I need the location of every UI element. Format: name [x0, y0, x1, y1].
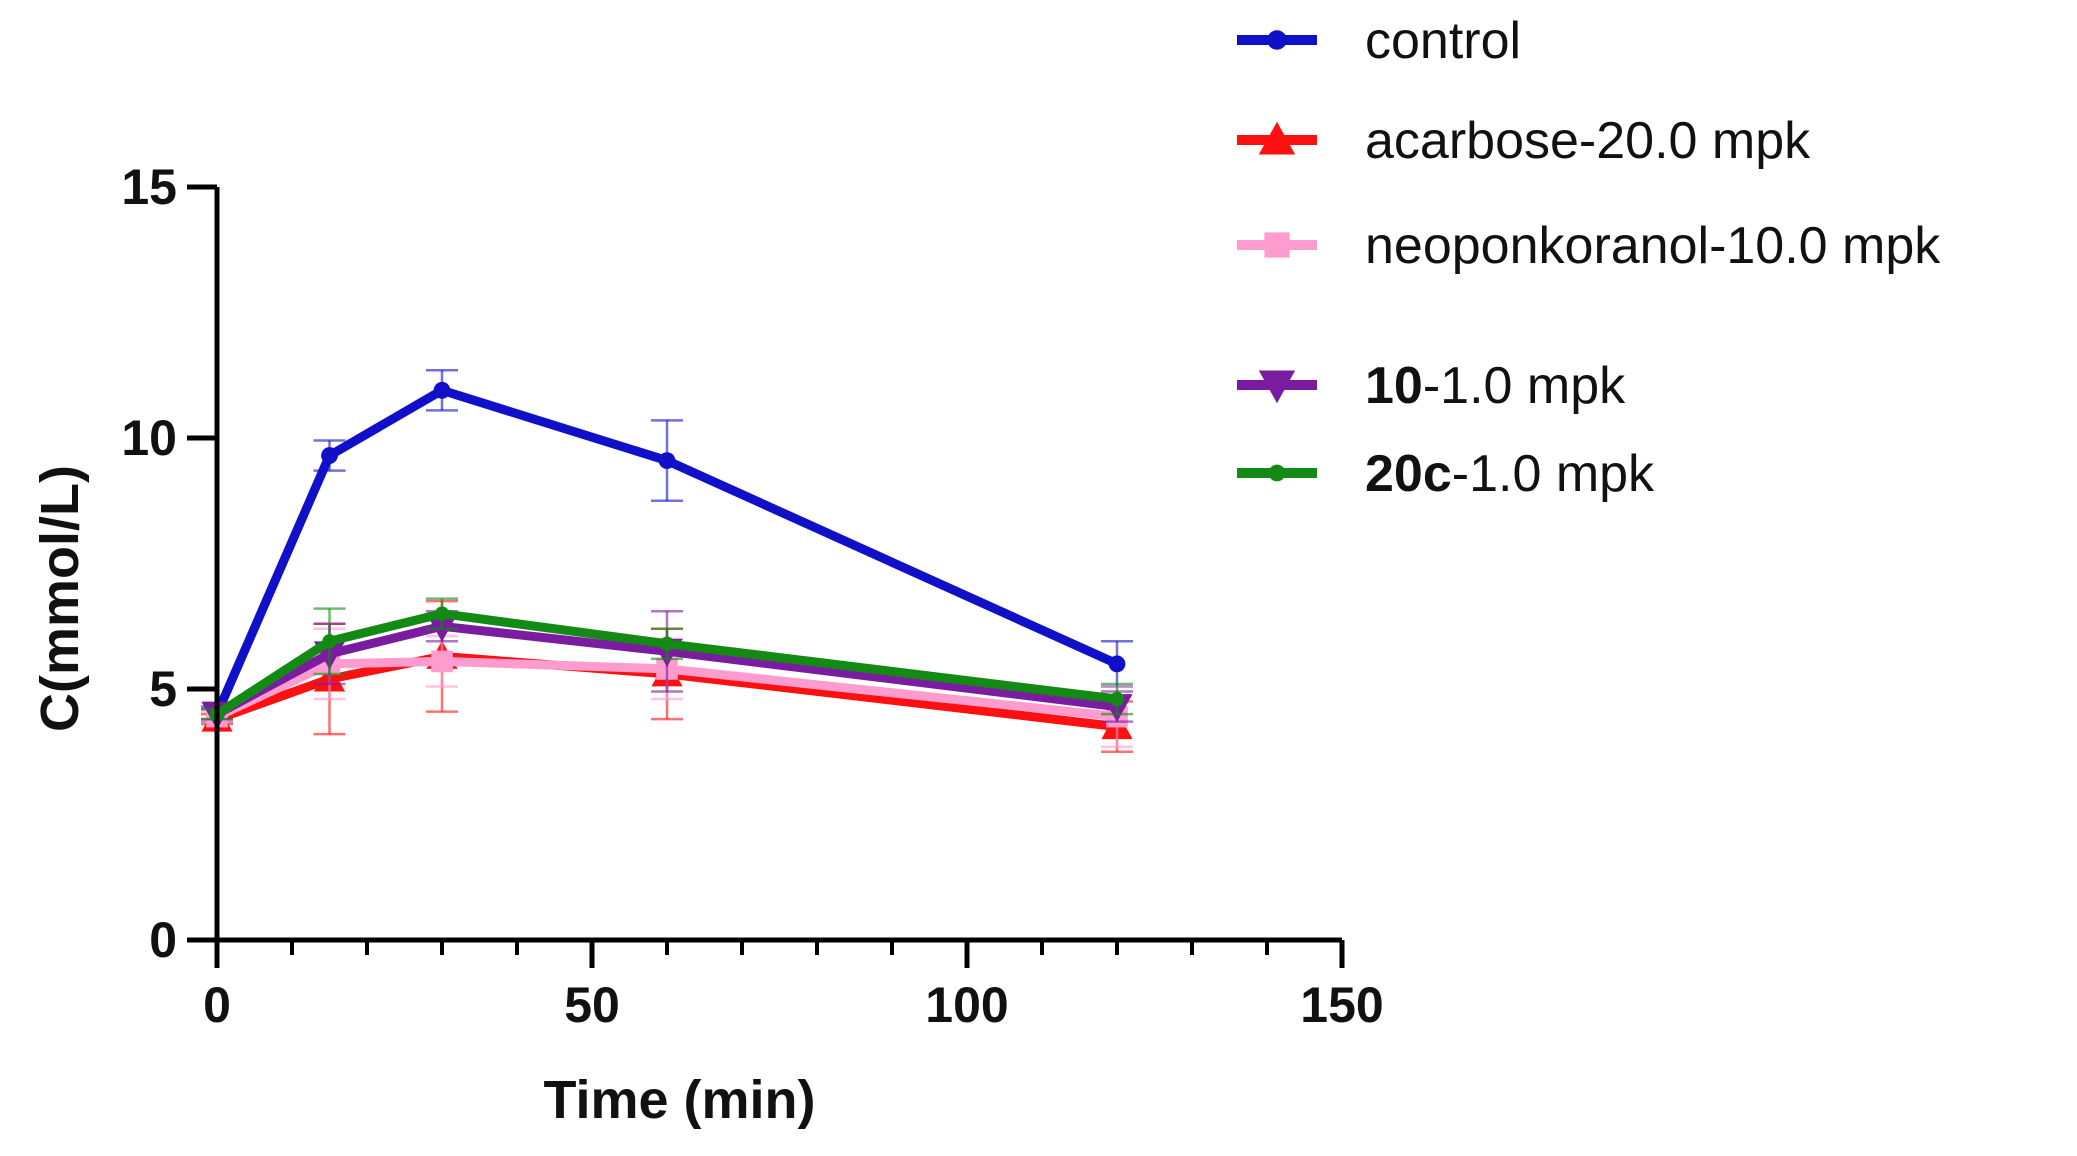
legend-swatch-marker [1264, 232, 1290, 258]
y-axis-title: C(mmol/L) [30, 465, 90, 732]
y-tick-label: 5 [149, 661, 177, 717]
x-tick-label: 100 [925, 977, 1008, 1033]
legend-swatch-marker [1267, 30, 1287, 50]
legend-item-3: 10-1.0 mpk [1237, 357, 1626, 415]
legend-item-4: 20c-1.0 mpk [1237, 445, 1655, 503]
data-point [658, 452, 676, 469]
legend-swatch-marker [1268, 464, 1286, 482]
x-tick-label: 150 [1300, 977, 1383, 1033]
legend-label: control [1365, 12, 1521, 70]
legend-item-2: neoponkoranol-10.0 mpk [1237, 217, 1941, 275]
x-tick-label: 0 [203, 977, 231, 1033]
data-point [433, 381, 451, 399]
legend-label: 10-1.0 mpk [1365, 357, 1626, 415]
legend-label-rest: -1.0 mpk [1452, 445, 1655, 503]
y-tick-label: 15 [121, 159, 177, 215]
data-point [322, 634, 337, 649]
x-tick-label: 50 [564, 977, 620, 1033]
legend-label: neoponkoranol-10.0 mpk [1365, 217, 1941, 275]
data-point [659, 636, 675, 652]
data-point [1109, 691, 1125, 707]
legend-label-rest: -1.0 mpk [1423, 357, 1626, 415]
series-4 [201, 597, 1133, 722]
legend-label-bold: 10 [1365, 357, 1423, 415]
x-axis-title: Time (min) [543, 1070, 815, 1130]
legend-swatch-marker [1258, 121, 1296, 155]
data-point [431, 650, 453, 673]
legend: control acarbose-20.0 mpk neoponkoranol-10… [1237, 12, 1941, 503]
legend-label-bold: 20c [1365, 445, 1452, 503]
legend-label: 20c-1.0 mpk [1365, 445, 1655, 503]
legend-swatch-marker [1258, 370, 1296, 404]
data-point [321, 447, 338, 464]
legend-item-1: acarbose-20.0 mpk [1237, 112, 1811, 170]
legend-item-0: control [1237, 12, 1521, 70]
y-tick-label: 0 [149, 912, 177, 968]
data-point [1108, 655, 1126, 673]
legend-label: acarbose-20.0 mpk [1365, 112, 1811, 170]
data-point [434, 606, 450, 621]
plot-area [201, 368, 1133, 753]
y-tick-label: 10 [121, 410, 177, 466]
